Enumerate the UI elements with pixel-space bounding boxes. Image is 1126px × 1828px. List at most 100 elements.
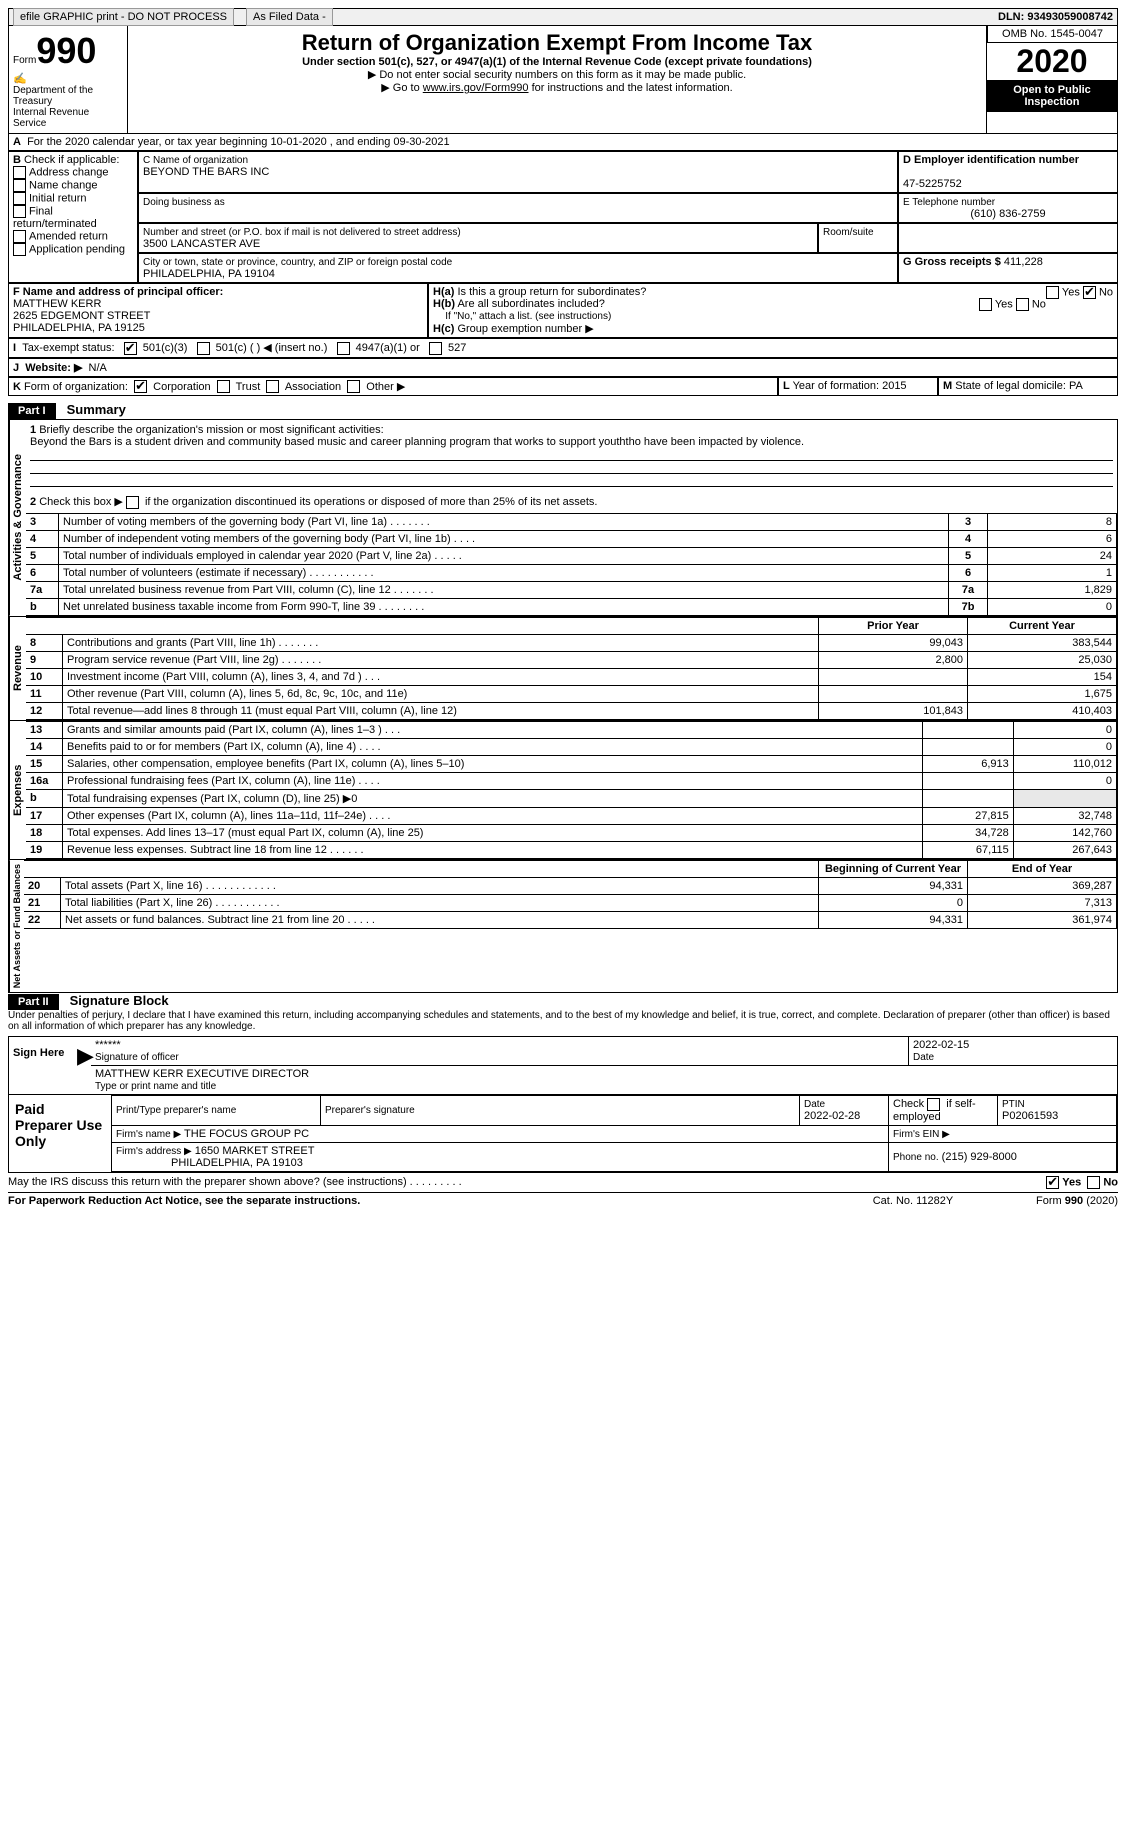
firm-name: THE FOCUS GROUP PC — [184, 1128, 309, 1140]
phone-label: Phone no. — [893, 1152, 939, 1163]
ck-discontinued[interactable] — [126, 496, 139, 509]
paid-preparer-label: Paid Preparer Use Only — [9, 1095, 111, 1172]
ck-assoc[interactable] — [266, 380, 279, 393]
l-label: Year of formation: — [793, 380, 879, 392]
part2-title: Signature Block — [62, 991, 177, 1010]
prep-name-label: Print/Type preparer's name — [116, 1105, 236, 1116]
discuss-yes[interactable] — [1046, 1176, 1059, 1189]
governance-table: 3Number of voting members of the governi… — [26, 513, 1117, 616]
firm-addr-label: Firm's address ▶ — [116, 1146, 192, 1157]
ck-4947[interactable] — [337, 342, 350, 355]
room-label: Room/suite — [823, 227, 874, 238]
part1-title: Summary — [59, 400, 134, 419]
prep-date-label: Date — [804, 1099, 825, 1110]
sec-revenue: Revenue — [9, 617, 26, 720]
street-label: Number and street (or P.O. box if mail i… — [143, 227, 461, 238]
ck-address[interactable] — [13, 166, 26, 179]
ck-501c3[interactable] — [124, 342, 137, 355]
goto-post: for instructions and the latest informat… — [529, 82, 733, 94]
city-label: City or town, state or province, country… — [143, 257, 452, 268]
domicile-value: PA — [1069, 380, 1083, 392]
ck-trust[interactable] — [217, 380, 230, 393]
cat-no: Cat. No. 11282Y — [838, 1195, 988, 1207]
d-label: D Employer identification number — [903, 154, 1079, 166]
officer-addr2: PHILADELPHIA, PA 19125 — [13, 322, 145, 334]
form-number: 990 — [36, 30, 96, 71]
ck-amended[interactable] — [13, 230, 26, 243]
e-label: E Telephone number — [903, 197, 995, 208]
sign-here: Sign Here — [9, 1037, 77, 1094]
ck-501c[interactable] — [197, 342, 210, 355]
j-label: Website: ▶ — [25, 362, 82, 374]
sec-netassets: Net Assets or Fund Balances — [9, 860, 24, 992]
dln-label: DLN: — [998, 11, 1024, 23]
form-title: Return of Organization Exempt From Incom… — [136, 30, 978, 56]
hb-text: Are all subordinates included? — [457, 298, 604, 310]
ck-initial[interactable] — [13, 192, 26, 205]
ck-527[interactable] — [429, 342, 442, 355]
line-a: For the 2020 calendar year, or tax year … — [27, 136, 450, 148]
ck-self-employed[interactable] — [927, 1098, 940, 1111]
firm-phone: (215) 929-8000 — [942, 1151, 1017, 1163]
hc-text: Group exemption number ▶ — [457, 323, 593, 335]
ck-name[interactable] — [13, 179, 26, 192]
form-word: Form — [13, 55, 36, 66]
hb-yes[interactable] — [979, 298, 992, 311]
ck-final[interactable] — [13, 205, 26, 218]
k-label: Form of organization: — [24, 381, 128, 393]
tax-year: 2020 — [987, 43, 1117, 80]
ptin-value: P02061593 — [1002, 1110, 1058, 1122]
gross-receipts: 411,228 — [1004, 256, 1043, 268]
asfiled-label: As Filed Data - — [246, 8, 333, 26]
discuss-no[interactable] — [1087, 1176, 1100, 1189]
form-subtitle: Under section 501(c), 527, or 4947(a)(1)… — [136, 56, 978, 68]
line2-text: Check this box ▶ if the organization dis… — [39, 496, 597, 508]
open-to-public: Open to Public Inspection — [987, 80, 1117, 112]
goto-pre: ▶ Go to — [381, 82, 422, 94]
dln-value: 93493059008742 — [1027, 11, 1113, 23]
phone-value: (610) 836-2759 — [903, 208, 1113, 220]
officer-name-title: MATTHEW KERR EXECUTIVE DIRECTOR — [95, 1068, 309, 1080]
year-formation: 2015 — [882, 380, 906, 392]
ha-yes[interactable] — [1046, 286, 1059, 299]
prep-date-val: 2022-02-28 — [804, 1110, 860, 1122]
website-value: N/A — [89, 362, 107, 374]
penalty-text: Under penalties of perjury, I declare th… — [8, 1010, 1118, 1032]
ck-other[interactable] — [347, 380, 360, 393]
g-label: G Gross receipts $ — [903, 256, 1001, 268]
ck-corp[interactable] — [134, 380, 147, 393]
firm-ein-label: Firm's EIN ▶ — [893, 1129, 950, 1140]
expenses-table: 13Grants and similar amounts paid (Part … — [26, 721, 1117, 859]
h-note: If "No," attach a list. (see instruction… — [445, 311, 611, 322]
sig-date-val: 2022-02-15 — [913, 1039, 969, 1051]
hb-no[interactable] — [1016, 298, 1029, 311]
netassets-table: Beginning of Current YearEnd of Year20To… — [24, 860, 1117, 929]
sec-expenses: Expenses — [9, 721, 26, 859]
firm-city: PHILADELPHIA, PA 19103 — [171, 1157, 303, 1169]
city-value: PHILADELPHIA, PA 19104 — [143, 268, 275, 280]
b-title: Check if applicable: — [24, 154, 119, 166]
efile-label: efile GRAPHIC print - DO NOT PROCESS — [13, 8, 234, 26]
street-value: 3500 LANCASTER AVE — [143, 238, 260, 250]
officer-name-label: Type or print name and title — [95, 1081, 216, 1092]
irs-link[interactable]: www.irs.gov/Form990 — [423, 82, 529, 94]
title-block: Form990 ✍ Department of the Treasury Int… — [8, 26, 1118, 133]
f-label: F Name and address of principal officer: — [13, 286, 223, 298]
ein-value: 47-5225752 — [903, 178, 962, 190]
ha-no[interactable] — [1083, 286, 1096, 299]
ha-text: Is this a group return for subordinates? — [457, 286, 646, 298]
c-name-label: C Name of organization — [143, 155, 248, 166]
header-bar: efile GRAPHIC print - DO NOT PROCESS As … — [8, 8, 1118, 26]
officer-addr1: 2625 EDGEMONT STREET — [13, 310, 150, 322]
ck-pending[interactable] — [13, 243, 26, 256]
omb-number: OMB No. 1545-0047 — [987, 26, 1117, 43]
dba-label: Doing business as — [143, 197, 225, 208]
prep-sig-label: Preparer's signature — [325, 1105, 415, 1116]
i-label: Tax-exempt status: — [22, 342, 114, 354]
sec-governance: Activities & Governance — [9, 420, 26, 616]
m-label: State of legal domicile: — [955, 380, 1066, 392]
line1-label: Briefly describe the organization's miss… — [39, 424, 383, 436]
org-name: BEYOND THE BARS INC — [143, 166, 269, 178]
firm-addr: 1650 MARKET STREET — [195, 1145, 315, 1157]
ssn-note: ▶ Do not enter social security numbers o… — [136, 68, 978, 81]
